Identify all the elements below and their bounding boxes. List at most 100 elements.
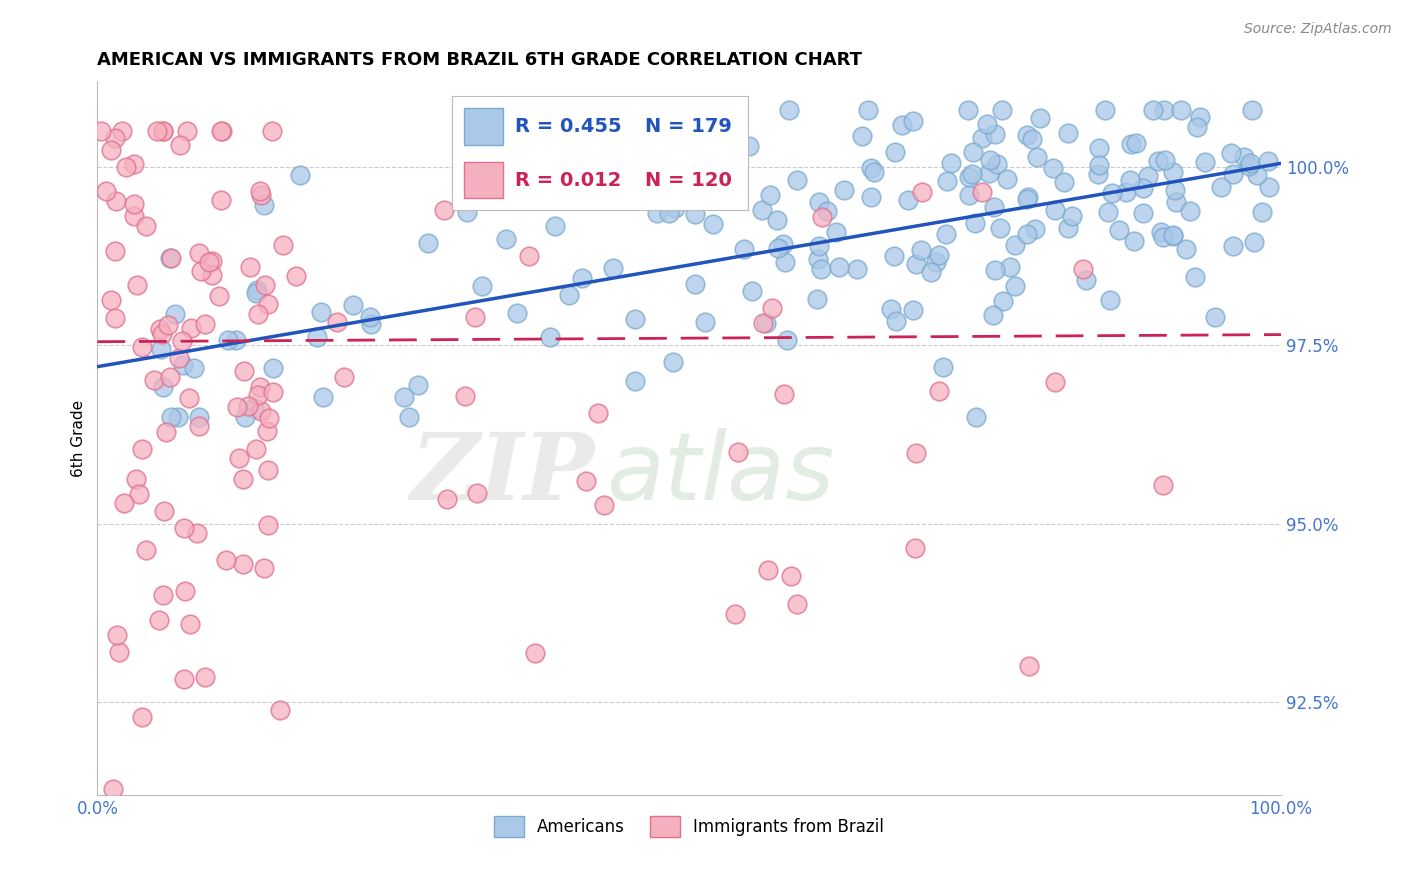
Point [910, 244, 932, 258]
Point [773, 387, 796, 401]
Point [1189, 110, 1212, 124]
Point [1150, 226, 1173, 240]
Point [1166, 194, 1188, 209]
Point [1056, 221, 1078, 235]
Point [149, 322, 172, 336]
Point [1204, 310, 1226, 324]
Point [990, 103, 1012, 117]
Point [524, 646, 547, 660]
Point [575, 475, 598, 489]
Point [107, 628, 129, 642]
Point [890, 118, 912, 132]
Point [905, 446, 928, 460]
Point [1076, 273, 1098, 287]
Point [1142, 103, 1164, 117]
Point [741, 285, 763, 299]
Point [724, 607, 747, 621]
Point [1161, 165, 1184, 179]
Point [173, 521, 195, 535]
Point [1025, 150, 1047, 164]
Point [901, 303, 924, 318]
Point [981, 309, 1004, 323]
Point [962, 145, 984, 160]
Point [332, 369, 354, 384]
Point [702, 217, 724, 231]
Point [312, 390, 335, 404]
Point [152, 124, 174, 138]
Point [588, 406, 610, 420]
Point [1222, 238, 1244, 252]
Point [257, 410, 280, 425]
Point [538, 330, 561, 344]
Text: atlas: atlas [606, 428, 835, 519]
Point [1174, 242, 1197, 256]
Point [1017, 227, 1039, 241]
Point [406, 378, 429, 392]
Point [807, 252, 830, 266]
Point [105, 194, 128, 208]
Text: Source: ZipAtlas.com: Source: ZipAtlas.com [1244, 22, 1392, 37]
Point [104, 244, 127, 259]
Point [146, 124, 169, 138]
Point [970, 186, 993, 200]
Point [1233, 150, 1256, 164]
Point [1073, 262, 1095, 277]
Point [1119, 173, 1142, 187]
Point [786, 173, 808, 187]
Point [1161, 228, 1184, 243]
Point [228, 450, 250, 465]
Point [159, 251, 181, 265]
Point [979, 166, 1001, 180]
Point [239, 260, 262, 275]
Point [941, 156, 963, 170]
Point [807, 239, 830, 253]
Point [148, 613, 170, 627]
Point [683, 207, 706, 221]
Point [1018, 659, 1040, 673]
Point [957, 169, 980, 184]
Point [780, 569, 803, 583]
Point [436, 492, 458, 507]
Point [810, 262, 832, 277]
Point [152, 504, 174, 518]
Point [125, 277, 148, 292]
Point [1170, 103, 1192, 117]
Point [970, 130, 993, 145]
Point [246, 306, 269, 320]
Point [983, 200, 1005, 214]
Point [1246, 168, 1268, 182]
Point [236, 400, 259, 414]
Point [685, 277, 707, 291]
Point [150, 343, 173, 357]
Point [245, 286, 267, 301]
Point [166, 409, 188, 424]
Text: ZIP: ZIP [411, 429, 595, 518]
Legend: Americans, Immigrants from Brazil: Americans, Immigrants from Brazil [488, 810, 891, 844]
Point [602, 260, 624, 275]
Point [550, 802, 572, 816]
Point [957, 103, 980, 117]
Point [1125, 136, 1147, 151]
Point [252, 561, 274, 575]
Point [359, 310, 381, 324]
Point [159, 251, 181, 265]
Point [517, 249, 540, 263]
Point [1240, 103, 1263, 117]
Point [179, 617, 201, 632]
Point [253, 278, 276, 293]
Point [131, 710, 153, 724]
Point [751, 203, 773, 218]
Point [307, 330, 329, 344]
Point [112, 496, 135, 510]
Point [1258, 180, 1281, 194]
Point [360, 317, 382, 331]
Point [1101, 186, 1123, 200]
Point [897, 193, 920, 207]
Point [269, 703, 291, 717]
Point [217, 333, 239, 347]
Point [1043, 202, 1066, 217]
Point [155, 425, 177, 439]
Point [273, 238, 295, 252]
Point [1108, 223, 1130, 237]
Point [1099, 293, 1122, 307]
